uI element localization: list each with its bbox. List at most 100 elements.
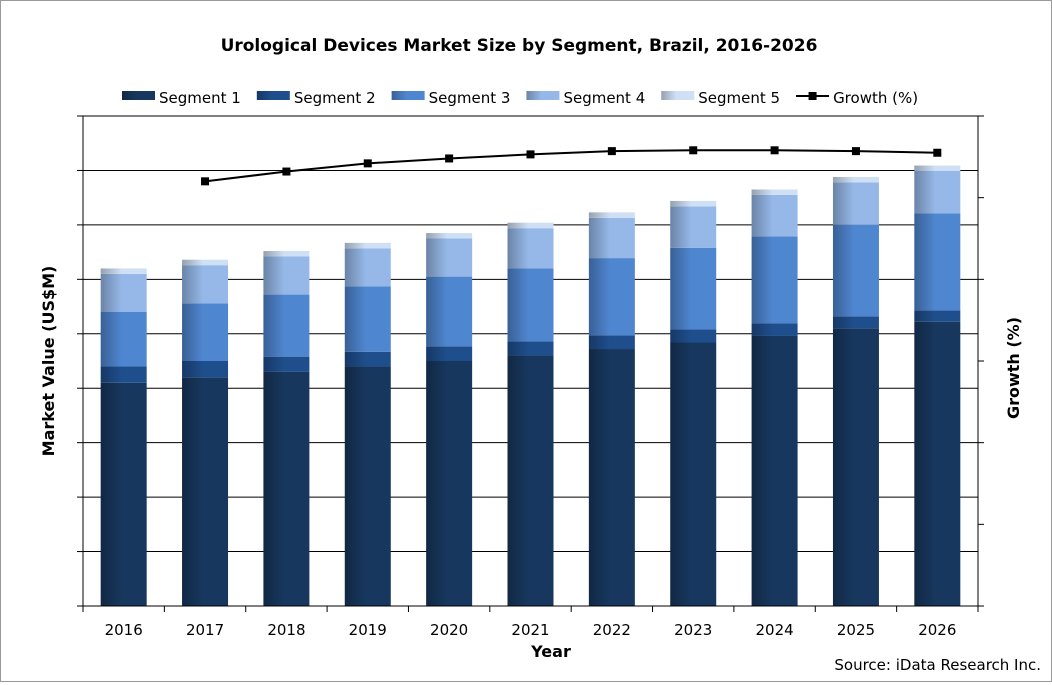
bar-segment-1-2019 bbox=[344, 366, 391, 606]
growth-marker-2024 bbox=[770, 146, 779, 155]
bar-segment-4-2025 bbox=[832, 182, 879, 225]
bar-segment-4-2022 bbox=[588, 217, 635, 259]
bar-segment-2-2019 bbox=[344, 351, 391, 367]
bar-segment-4-2016 bbox=[100, 273, 147, 312]
bar-segment-4-2026 bbox=[914, 170, 961, 214]
bar-segment-2-2016 bbox=[100, 366, 147, 383]
bar-segment-5-2018 bbox=[263, 251, 310, 257]
growth-marker-2018 bbox=[282, 167, 291, 176]
growth-line bbox=[201, 146, 942, 186]
x-tick-label: 2023 bbox=[674, 621, 712, 639]
bar-segment-3-2026 bbox=[914, 213, 961, 311]
growth-marker-2017 bbox=[201, 177, 210, 186]
legend-swatch-segment-5 bbox=[661, 91, 695, 100]
bar-segment-4-2023 bbox=[670, 206, 717, 248]
growth-marker-2022 bbox=[607, 147, 616, 156]
bar-segment-4-2021 bbox=[507, 228, 554, 269]
legend-label: Growth (%) bbox=[833, 89, 918, 107]
legend-label: Segment 3 bbox=[429, 89, 511, 107]
growth-marker-2025 bbox=[851, 147, 860, 156]
chart-title: Urological Devices Market Size by Segmen… bbox=[221, 36, 818, 56]
growth-marker-2026 bbox=[933, 148, 942, 157]
legend-swatch-segment-1 bbox=[122, 91, 155, 100]
bar-segment-5-2025 bbox=[832, 176, 879, 183]
x-tick-label: 2018 bbox=[267, 621, 305, 639]
legend: Segment 1 Segment 2 Segment 3 Segment 4 Segm… bbox=[122, 89, 918, 107]
bar-segment-5-2026 bbox=[914, 165, 961, 171]
bar-segment-4-2018 bbox=[263, 256, 310, 295]
bar-segment-1-2026 bbox=[914, 321, 961, 606]
bar-segment-3-2020 bbox=[426, 276, 473, 347]
bar-segment-1-2023 bbox=[670, 342, 717, 606]
x-tick-label: 2016 bbox=[105, 621, 143, 639]
legend-label: Segment 2 bbox=[294, 89, 376, 107]
legend-label: Segment 5 bbox=[698, 89, 780, 107]
x-tick-label: 2026 bbox=[918, 621, 956, 639]
legend-label: Segment 1 bbox=[159, 89, 241, 107]
bar-segment-4-2019 bbox=[344, 248, 391, 287]
bar-segment-2-2024 bbox=[751, 323, 798, 336]
x-tick-labels: 2016 2017 2018 2019 2020 2021 2022 2023 2024 2025… bbox=[105, 621, 957, 639]
x-tick-label: 2022 bbox=[593, 621, 631, 639]
legend-label: Segment 4 bbox=[563, 89, 645, 107]
legend-swatch-segment-3 bbox=[391, 91, 425, 100]
legend-swatch-segment-2 bbox=[256, 91, 290, 100]
bar-segment-1-2024 bbox=[751, 335, 798, 606]
growth-polyline bbox=[204, 149, 938, 183]
bar-segment-3-2018 bbox=[263, 294, 310, 357]
bar-segment-5-2021 bbox=[507, 222, 554, 229]
bar-segment-4-2024 bbox=[751, 194, 798, 237]
bar-segment-5-2023 bbox=[670, 200, 717, 207]
bar-segment-4-2017 bbox=[182, 265, 229, 304]
x-tick-label: 2025 bbox=[837, 621, 875, 639]
bar-segment-2-2026 bbox=[914, 310, 961, 322]
bar-segment-5-2017 bbox=[182, 259, 229, 266]
axes bbox=[77, 115, 984, 612]
bar-segment-3-2016 bbox=[100, 312, 147, 367]
bar-segment-1-2021 bbox=[507, 355, 554, 606]
bar-segment-3-2021 bbox=[507, 268, 554, 342]
source-text: Source: iData Research Inc. bbox=[834, 656, 1041, 674]
growth-marker-2020 bbox=[445, 154, 454, 163]
x-axis-title: Year bbox=[530, 642, 571, 661]
bar-segment-5-2016 bbox=[100, 268, 147, 274]
bars bbox=[100, 165, 961, 606]
legend-marker-growth bbox=[808, 92, 817, 100]
bar-segment-3-2025 bbox=[832, 224, 879, 317]
legend-swatch-segment-4 bbox=[526, 91, 560, 100]
bar-segment-1-2017 bbox=[182, 377, 229, 606]
growth-marker-2019 bbox=[363, 159, 372, 168]
bar-segment-3-2017 bbox=[182, 303, 229, 361]
bar-segment-3-2022 bbox=[588, 258, 635, 336]
bar-segment-1-2018 bbox=[263, 371, 310, 606]
x-tick-label: 2017 bbox=[186, 621, 224, 639]
bar-segment-1-2020 bbox=[426, 361, 473, 606]
bar-segment-5-2019 bbox=[344, 242, 391, 249]
bar-segment-5-2024 bbox=[751, 189, 798, 195]
x-tick-label: 2020 bbox=[430, 621, 468, 639]
bar-segment-2-2023 bbox=[670, 329, 717, 343]
bar-segment-1-2025 bbox=[832, 328, 879, 606]
bar-segment-5-2020 bbox=[426, 233, 473, 239]
bar-segment-3-2023 bbox=[670, 247, 717, 330]
bar-segment-2-2021 bbox=[507, 341, 554, 356]
x-tick-label: 2021 bbox=[511, 621, 549, 639]
bar-segment-2-2018 bbox=[263, 356, 310, 372]
bar-segment-5-2022 bbox=[588, 212, 635, 218]
bar-segment-2-2020 bbox=[426, 346, 473, 361]
y-axis-title: Market Value (US$M) bbox=[39, 266, 58, 457]
bar-segment-1-2016 bbox=[100, 382, 147, 606]
x-tick-label: 2024 bbox=[755, 621, 793, 639]
bar-segment-2-2017 bbox=[182, 361, 229, 378]
growth-marker-2023 bbox=[689, 146, 698, 155]
growth-marker-2021 bbox=[526, 150, 535, 159]
x-tick-label: 2019 bbox=[349, 621, 387, 639]
bar-segment-1-2022 bbox=[588, 349, 635, 606]
bar-segment-2-2022 bbox=[588, 335, 635, 350]
y2-axis-title: Growth (%) bbox=[1004, 317, 1023, 419]
bar-segment-3-2019 bbox=[344, 286, 391, 352]
bar-segment-2-2025 bbox=[832, 316, 879, 329]
bar-segment-4-2020 bbox=[426, 238, 473, 277]
